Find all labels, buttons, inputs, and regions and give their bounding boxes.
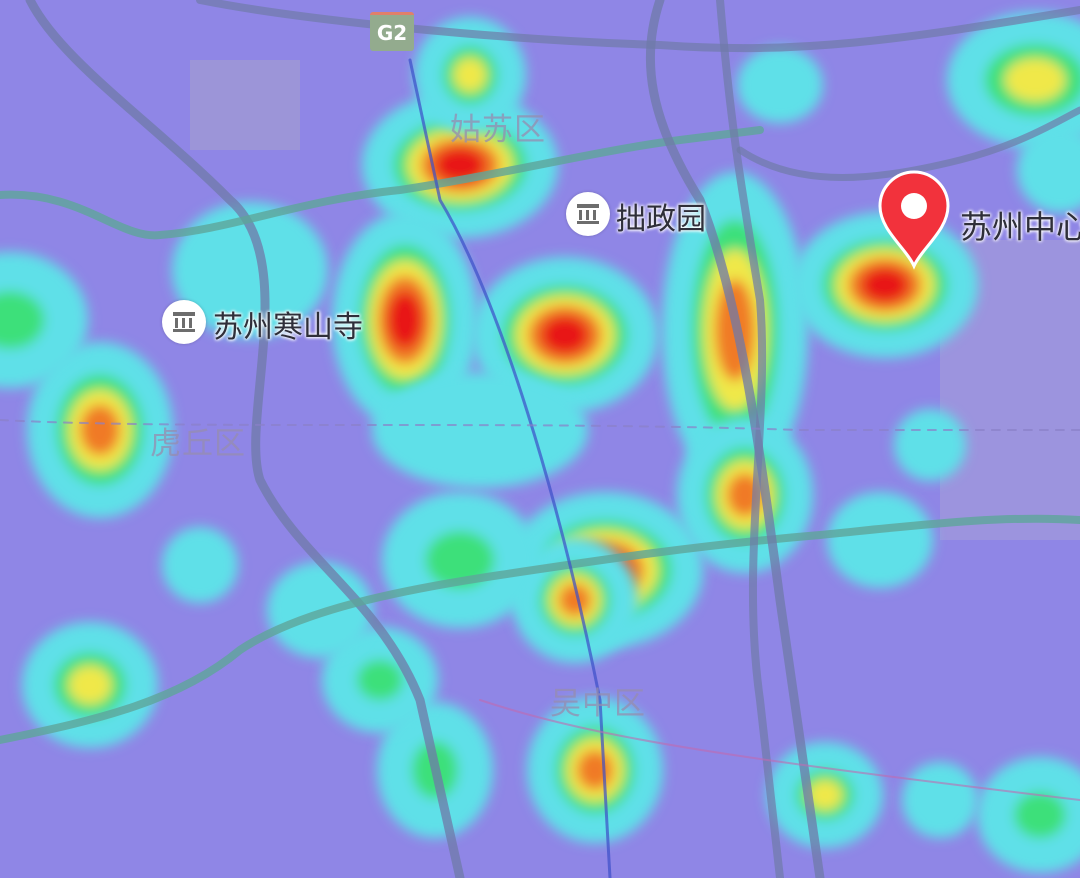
heat-hotspot <box>792 212 978 358</box>
museum-icon <box>566 192 610 236</box>
marker-label: 苏州中心 <box>960 208 1080 246</box>
heat-hotspot <box>677 417 813 573</box>
heat-level-2 <box>425 531 495 589</box>
heat-level-4 <box>558 583 592 617</box>
heat-hotspot <box>737 47 823 123</box>
heat-level-1 <box>1017 127 1080 213</box>
heat-hotspot <box>162 527 238 603</box>
district-label-gusu: 姑苏区 <box>450 112 546 148</box>
heat-level-5 <box>541 315 589 355</box>
heat-level-5 <box>861 267 909 303</box>
heat-hotspot <box>902 762 978 838</box>
heat-hotspot <box>372 372 588 488</box>
heat-hotspot <box>27 342 173 518</box>
heat-level-1 <box>162 527 238 603</box>
heat-level-3 <box>453 57 487 93</box>
heat-hotspot <box>22 622 158 748</box>
poi-label: 拙政园 <box>616 202 706 237</box>
heat-hotspot <box>172 202 328 338</box>
heat-level-2 <box>0 291 45 349</box>
heat-hotspot <box>767 742 883 848</box>
heat-hotspot <box>414 17 526 133</box>
poi-label: 苏州寒山寺 <box>213 310 363 345</box>
heat-level-4 <box>576 750 614 790</box>
heat-hotspot <box>0 252 88 388</box>
district-label-huqiu: 虎丘区 <box>150 426 246 462</box>
heat-level-1 <box>172 202 328 338</box>
museum-icon <box>162 300 206 344</box>
heat-level-1 <box>372 372 588 488</box>
heat-level-3 <box>1004 58 1066 102</box>
heat-level-3 <box>807 779 843 811</box>
heat-level-5 <box>387 291 423 349</box>
heat-level-1 <box>827 492 933 588</box>
heat-level-3 <box>68 665 112 705</box>
heat-hotspot <box>1017 127 1080 213</box>
heat-hotspot <box>322 627 438 733</box>
heat-hotspot <box>977 757 1080 873</box>
heat-hotspot <box>332 212 478 428</box>
heat-level-2 <box>1014 792 1066 838</box>
heat-level-1 <box>902 762 978 838</box>
heat-hotspot <box>382 492 538 628</box>
district-label-wuzhong: 吴中区 <box>550 686 646 722</box>
heat-hotspot <box>827 492 933 588</box>
heat-level-1 <box>894 409 966 481</box>
heat-hotspot <box>894 409 966 481</box>
highway-shield-g2: G2 <box>370 12 414 51</box>
heat-hotspot <box>472 257 658 413</box>
heat-level-2 <box>357 659 403 701</box>
heat-level-4 <box>80 404 120 456</box>
heat-hotspot <box>527 697 663 843</box>
heat-hotspot <box>947 12 1080 148</box>
map-pin-icon <box>878 170 950 270</box>
heat-level-1 <box>737 47 823 123</box>
